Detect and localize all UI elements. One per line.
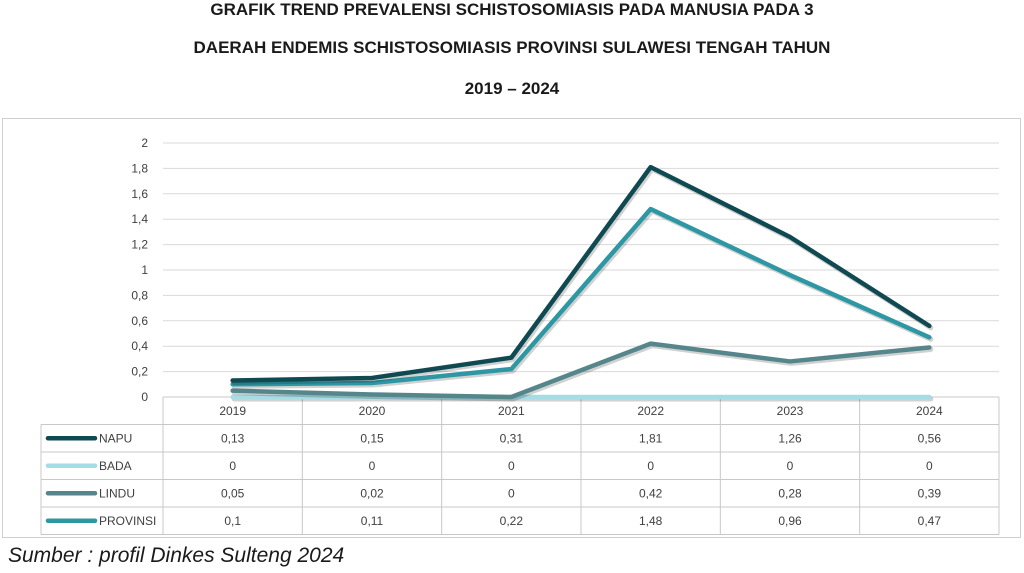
- series-line-shadow: [231, 166, 934, 385]
- data-label: 0,96: [778, 514, 802, 528]
- data-label: 0: [369, 459, 376, 473]
- data-label: 0,28: [778, 486, 802, 500]
- data-label: 0: [647, 459, 654, 473]
- data-label: 0,11: [361, 514, 384, 528]
- series-line-provinsi: [230, 206, 932, 387]
- y-tick-label: 0,4: [131, 339, 148, 353]
- data-label: 0,31: [500, 431, 524, 445]
- data-label: 0,02: [360, 486, 384, 500]
- data-label: 0: [787, 459, 794, 473]
- series-line-shadow: [231, 343, 934, 402]
- x-category-label: 2019: [219, 404, 246, 418]
- data-label: 0,47: [918, 514, 942, 528]
- x-category-label: 2022: [637, 404, 664, 418]
- data-label: 0: [926, 459, 933, 473]
- data-label: 0,56: [918, 431, 942, 445]
- legend-label: PROVINSI: [99, 514, 156, 528]
- y-tick-label: 1: [141, 263, 148, 277]
- x-category-label: 2020: [359, 404, 386, 418]
- legend-label: NAPU: [99, 431, 132, 445]
- source-note: Sumber : profil Dinkes Sulteng 2024: [8, 544, 345, 567]
- chart-area: 0 0,2 0,4 0,6 0,8 1 1,2 1,4 1,6 1,8 2 2019 2020 2021 2…: [2, 118, 1021, 538]
- y-tick-label: 0,8: [131, 288, 148, 302]
- data-label: 0,39: [918, 486, 942, 500]
- chart-title-line-2: DAERAH ENDEMIS SCHISTOSOMIASIS PROVINSI …: [193, 38, 831, 57]
- y-tick-label: 2: [141, 136, 148, 150]
- y-tick-label: 1,2: [131, 238, 148, 252]
- data-label: 0: [508, 459, 515, 473]
- data-label: 1,81: [639, 431, 663, 445]
- data-label: 0,05: [221, 486, 245, 500]
- data-label: 0: [229, 459, 236, 473]
- x-category-label: 2023: [777, 404, 804, 418]
- chart-title-line-3: 2019 – 2024: [464, 79, 560, 98]
- y-tick-label: 1,4: [131, 212, 148, 226]
- y-tick-label: 0,6: [131, 314, 148, 328]
- legend-label: LINDU: [99, 486, 135, 500]
- chart-title-line-1: GRAFIK TREND PREVALENSI SCHISTOSOMIASIS …: [210, 0, 814, 19]
- x-category-label: 2021: [498, 404, 525, 418]
- data-label: 1,48: [639, 514, 663, 528]
- data-label: 0,15: [360, 431, 384, 445]
- series-line-napu: [230, 164, 932, 383]
- data-label: 0,42: [639, 486, 663, 500]
- data-label: 0,22: [500, 514, 524, 528]
- data-label: 0,13: [221, 431, 245, 445]
- y-tick-label: 1,6: [131, 187, 148, 201]
- y-tick-label: 0,2: [131, 365, 148, 379]
- data-label: 1,26: [778, 431, 802, 445]
- legend-label: BADA: [99, 459, 132, 473]
- y-tick-label: 0: [141, 390, 148, 404]
- line-chart: 0 0,2 0,4 0,6 0,8 1 1,2 1,4 1,6 1,8 2 2019 2020 2021 2…: [40, 136, 1000, 535]
- x-category-label: 2024: [916, 404, 943, 418]
- data-label: 0,1: [224, 514, 241, 528]
- y-tick-label: 1,8: [131, 161, 148, 175]
- series-line-lindu: [230, 341, 932, 400]
- data-label: 0: [508, 486, 515, 500]
